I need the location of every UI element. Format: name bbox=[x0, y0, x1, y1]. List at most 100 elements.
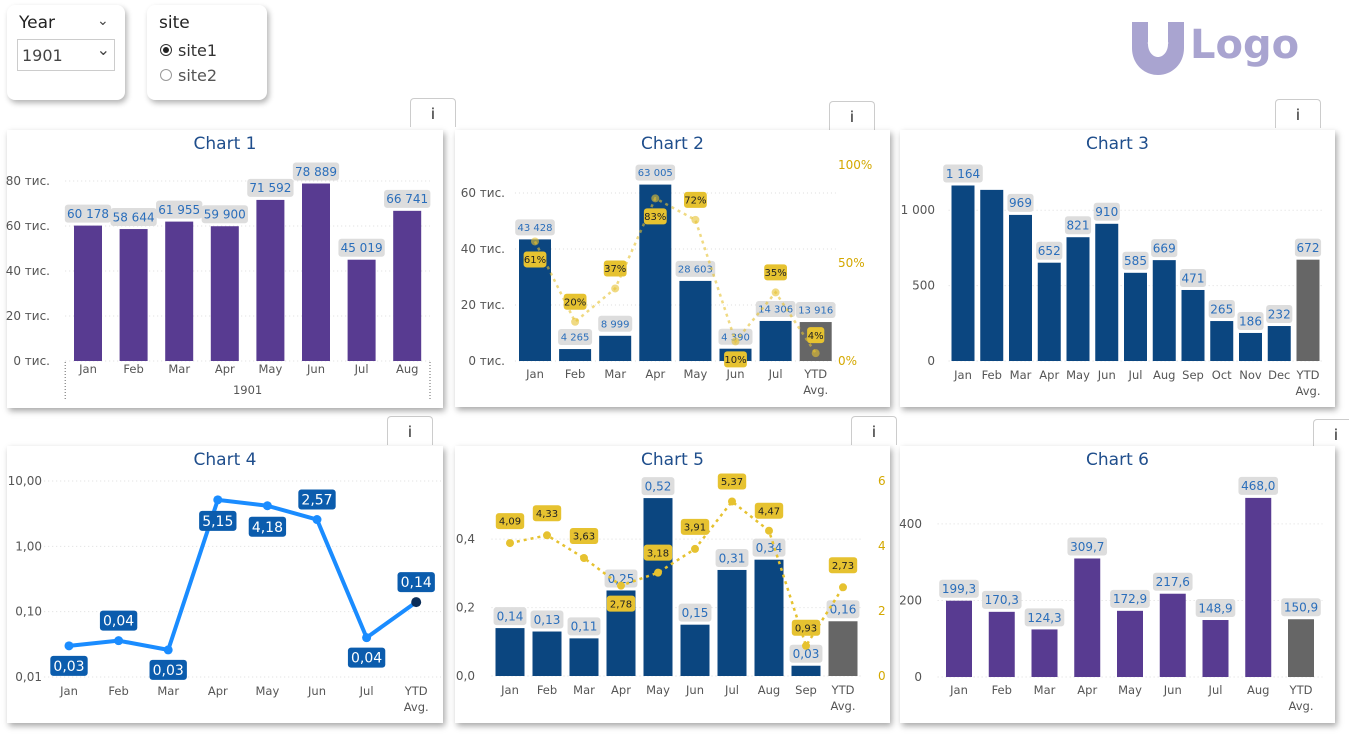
x-tick-label: YTD bbox=[831, 683, 855, 697]
year-dropdown[interactable]: 1901 ⌄ bbox=[17, 39, 115, 71]
bar bbox=[347, 259, 376, 361]
bar bbox=[988, 611, 1015, 677]
bar bbox=[1074, 558, 1101, 677]
x-tick-label: Mar bbox=[1034, 683, 1056, 697]
x-tick-label: Feb bbox=[537, 683, 557, 697]
site-option-site2[interactable]: site2 bbox=[160, 66, 217, 85]
line-data-label: 3,63 bbox=[573, 532, 595, 543]
x-tick-label: Aug bbox=[396, 362, 418, 376]
radio-selected-icon[interactable] bbox=[160, 44, 172, 56]
data-label: 969 bbox=[1009, 196, 1032, 210]
x-tick-label: Jan bbox=[949, 683, 968, 697]
line-point bbox=[731, 337, 740, 346]
bar bbox=[1031, 629, 1058, 677]
data-label: 4 265 bbox=[561, 333, 590, 344]
y-tick-label: 40 тис. bbox=[6, 264, 50, 278]
bar bbox=[1066, 237, 1090, 361]
chart4-info-button[interactable]: i bbox=[387, 416, 433, 445]
data-label: 0,03 bbox=[53, 659, 84, 675]
line-point bbox=[571, 317, 580, 326]
x-tick-label: YTD bbox=[1289, 683, 1313, 697]
data-label: 59 900 bbox=[204, 208, 246, 222]
x-tick-label: YTD bbox=[1296, 368, 1320, 382]
data-label: 0,16 bbox=[830, 603, 857, 617]
x-tick-label: Mar bbox=[604, 367, 626, 381]
line-data-label-bg bbox=[643, 208, 667, 225]
site-option-site1[interactable]: site1 bbox=[160, 41, 217, 60]
data-label: 78 889 bbox=[295, 165, 337, 179]
data-label: 652 bbox=[1038, 244, 1061, 258]
data-label-bg bbox=[1266, 305, 1293, 324]
line-data-label: 61% bbox=[524, 255, 546, 266]
data-label-bg bbox=[1151, 239, 1178, 258]
line-data-label-bg bbox=[680, 518, 710, 535]
x-tick-label: YTD bbox=[803, 367, 827, 381]
bar bbox=[1239, 332, 1262, 361]
x-tick-label: Apr bbox=[1077, 683, 1097, 697]
data-label-bg bbox=[826, 600, 860, 619]
line-point bbox=[411, 597, 422, 608]
line-data-label-bg bbox=[532, 505, 562, 522]
data-label-bg bbox=[199, 510, 237, 531]
line-data-label: 3,91 bbox=[684, 523, 706, 534]
data-label-bg bbox=[635, 164, 676, 181]
line-point bbox=[114, 636, 124, 646]
x-tick-label: Sep bbox=[1182, 368, 1204, 382]
chart-title: Chart 6 bbox=[1086, 450, 1149, 470]
y2-tick-label: 6 bbox=[878, 474, 886, 488]
year-slicer: Year ⌄ 1901 ⌄ bbox=[7, 5, 125, 100]
data-label: 0,04 bbox=[351, 651, 382, 667]
x-tick-label: Apr bbox=[611, 683, 631, 697]
line-data-label: 72% bbox=[684, 195, 706, 206]
chart-title: Chart 4 bbox=[193, 450, 257, 470]
data-label: 71 592 bbox=[249, 181, 291, 195]
line-data-label-bg bbox=[495, 513, 525, 530]
data-label: 0,31 bbox=[719, 551, 746, 565]
line-data-label: 20% bbox=[564, 297, 586, 308]
line-data-label-bg bbox=[724, 351, 747, 368]
line-data-label: 2,73 bbox=[832, 561, 854, 572]
x-group-label: 1901 bbox=[233, 383, 262, 397]
data-label-bg bbox=[338, 238, 385, 257]
data-label-bg bbox=[493, 607, 527, 626]
y-tick-label: 0 тис. bbox=[13, 354, 50, 368]
line-data-label-bg bbox=[643, 544, 673, 561]
line-point bbox=[691, 544, 699, 553]
y-tick-label: 0,10 bbox=[15, 605, 42, 619]
bar bbox=[1245, 497, 1272, 677]
bar bbox=[393, 210, 422, 361]
chart3-info-button[interactable]: i bbox=[1275, 99, 1321, 128]
chart1-info-button[interactable]: i bbox=[410, 98, 456, 127]
bar bbox=[680, 624, 710, 676]
chart6-info-button[interactable]: i bbox=[1313, 419, 1349, 448]
radio-unselected-icon[interactable] bbox=[160, 69, 172, 81]
chevron-down-icon[interactable]: ⌄ bbox=[97, 13, 109, 29]
line-data-label-bg bbox=[828, 557, 858, 574]
data-label-bg bbox=[1024, 608, 1065, 627]
data-label-bg bbox=[1152, 572, 1193, 591]
data-label-bg bbox=[1238, 476, 1279, 495]
data-label: 217,6 bbox=[1156, 575, 1190, 589]
y-tick-label: 0,4 bbox=[456, 532, 475, 546]
line-point bbox=[312, 515, 322, 525]
chart2-info-button[interactable]: i bbox=[829, 101, 875, 130]
data-label-bg bbox=[939, 579, 979, 598]
line-point bbox=[362, 633, 372, 643]
y2-tick-label: 2 bbox=[878, 604, 886, 618]
x-tick-label: Feb bbox=[992, 683, 1012, 697]
line-point bbox=[213, 495, 223, 505]
line-point bbox=[771, 288, 780, 297]
x-tick-label: Avg. bbox=[1296, 384, 1321, 398]
data-label-bg bbox=[1093, 202, 1120, 221]
data-label-bg bbox=[515, 219, 555, 236]
y-tick-label: 80 тис. bbox=[6, 174, 50, 188]
y-tick-label: 1 000 bbox=[901, 203, 935, 217]
bar bbox=[951, 185, 975, 361]
option-label: site1 bbox=[178, 41, 218, 60]
data-label-bg bbox=[718, 328, 753, 345]
chart-title: Chart 2 bbox=[641, 134, 704, 154]
x-tick-label: Nov bbox=[1239, 368, 1262, 382]
chart5-info-button[interactable]: i bbox=[851, 416, 897, 445]
x-tick-label: YTD bbox=[404, 684, 428, 698]
